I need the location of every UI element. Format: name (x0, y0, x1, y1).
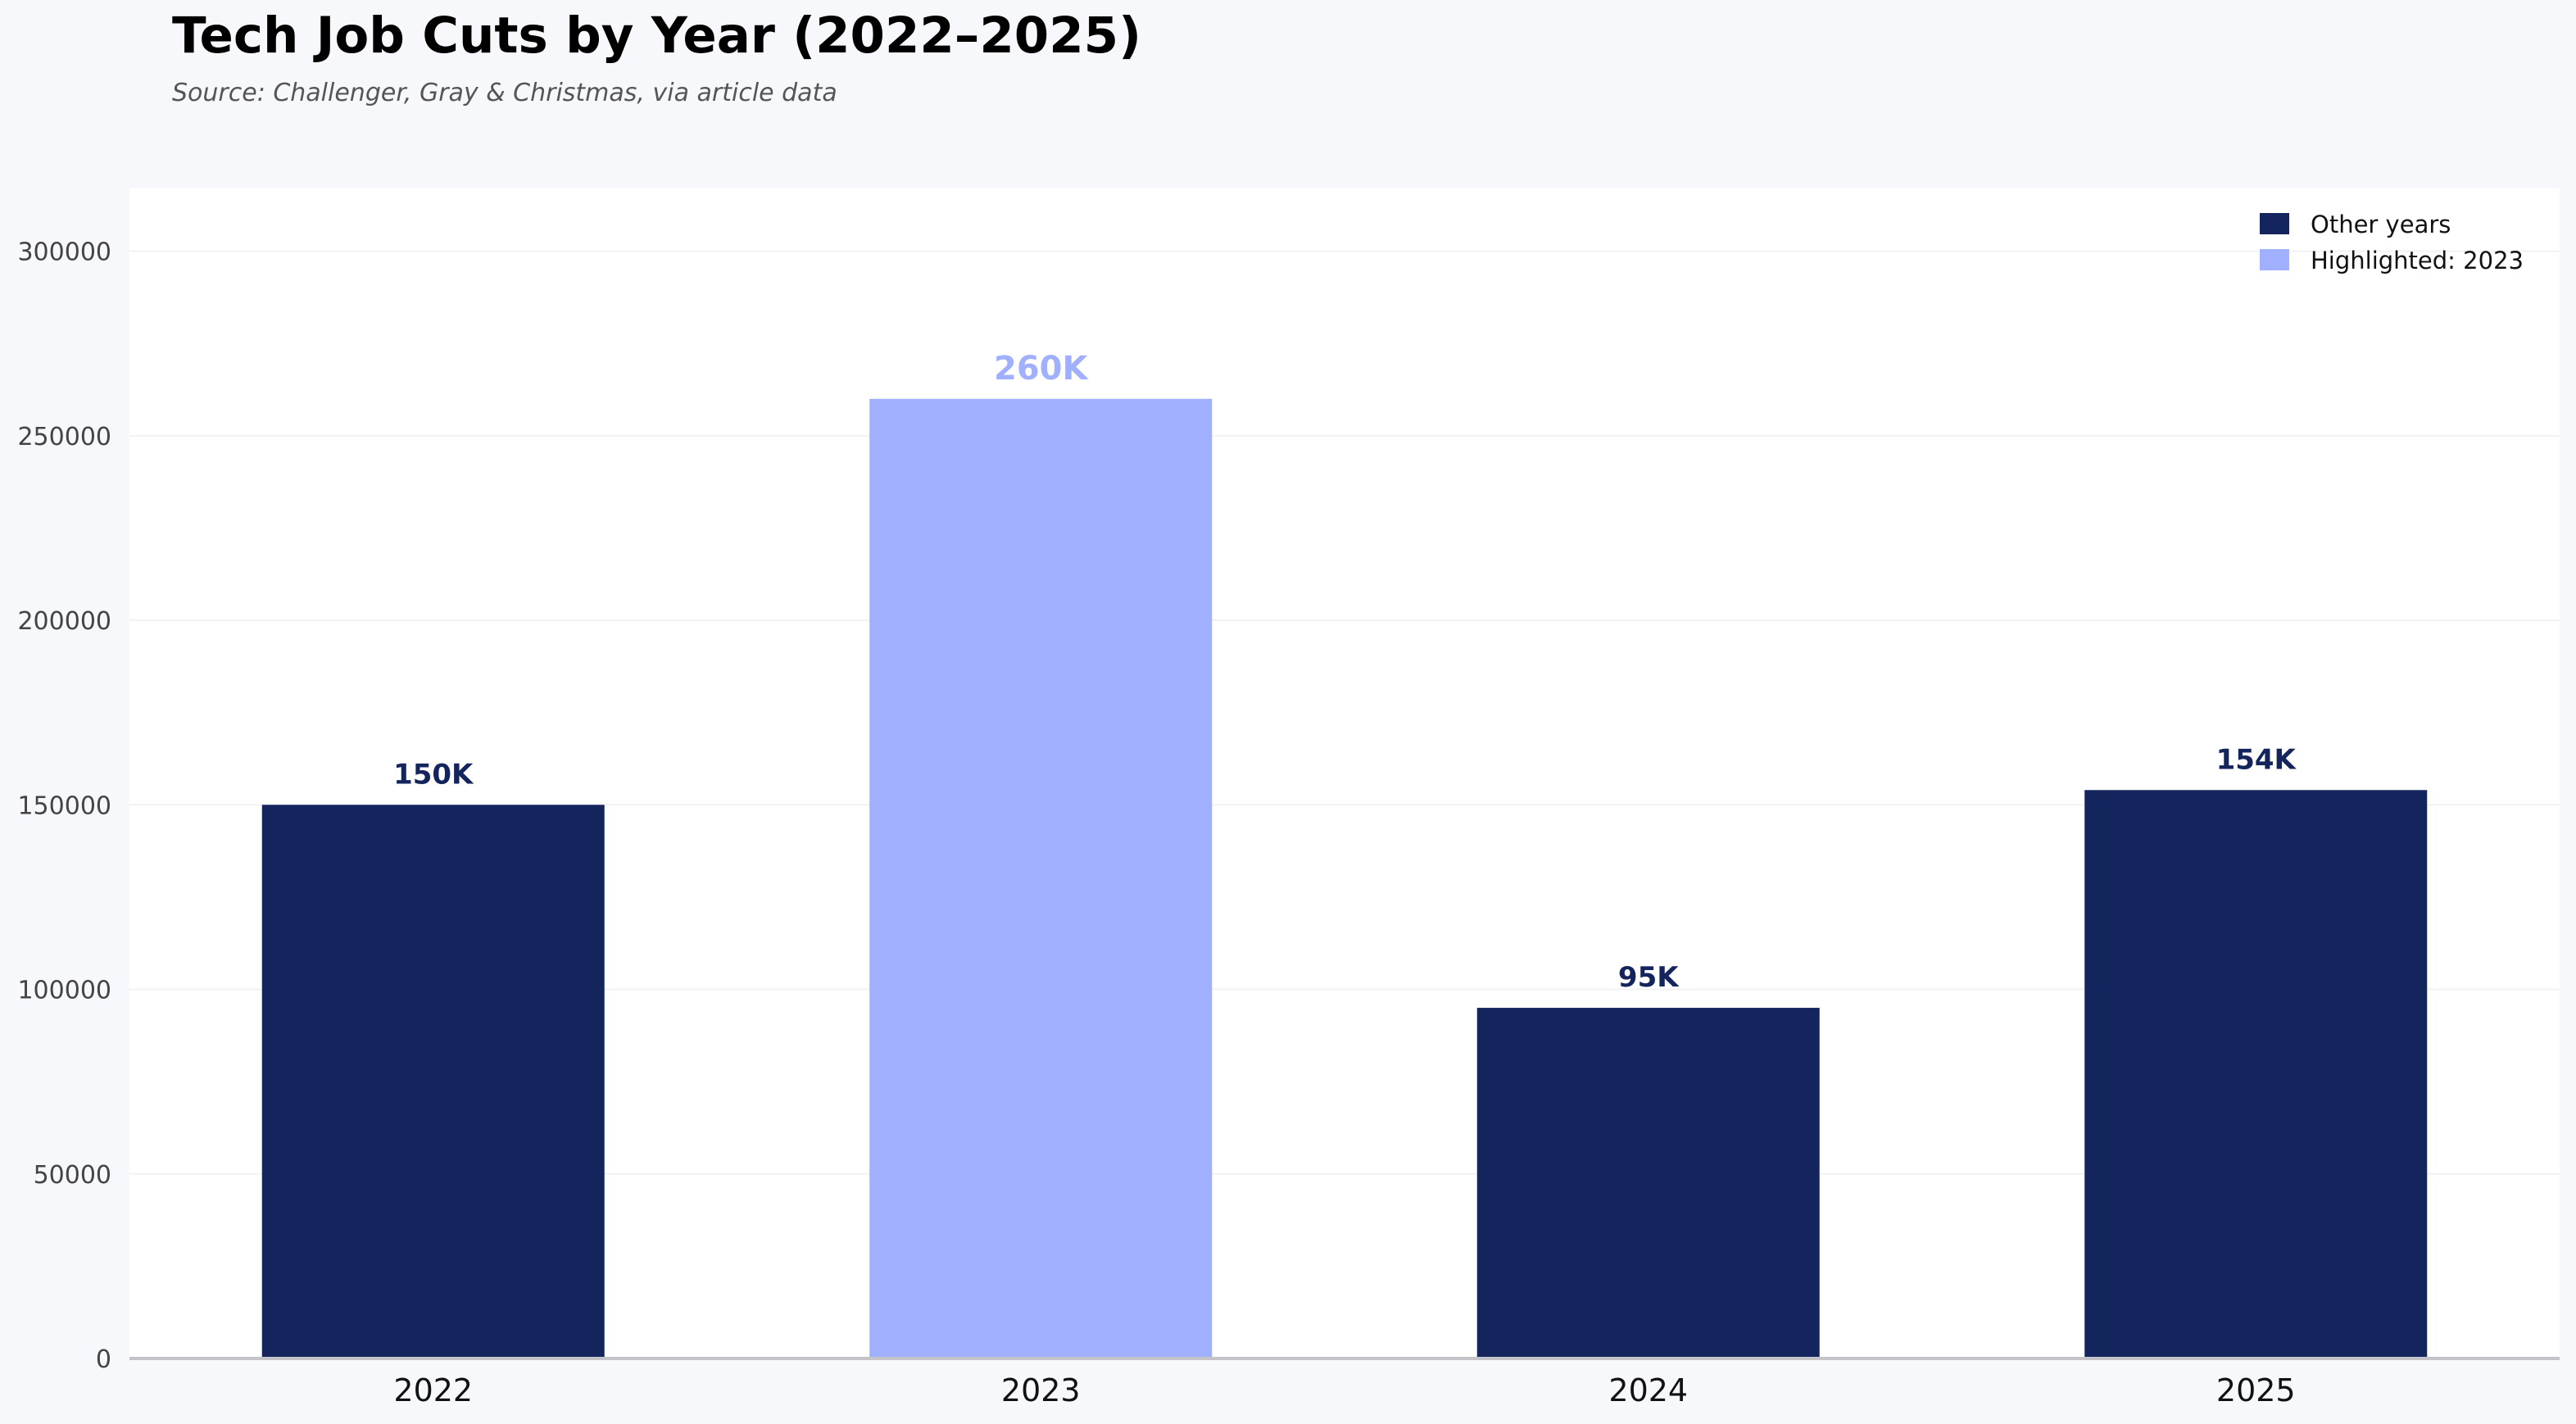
y-tick-label: 0 (96, 1345, 111, 1374)
data-label-2022: 150K (393, 758, 474, 791)
data-label-2023: 260K (994, 350, 1089, 388)
y-tick-label: 100000 (17, 977, 111, 1005)
bar-2022[interactable] (261, 805, 605, 1358)
bar-2025[interactable] (2084, 790, 2428, 1358)
chart-subtitle: Source: Challenger, Gray & Christmas, vi… (172, 79, 837, 107)
x-tick-label-2023: 2023 (1001, 1372, 1081, 1408)
y-tick-label: 300000 (17, 238, 111, 267)
data-label-2025: 154K (2216, 743, 2297, 776)
y-tick-label: 250000 (17, 423, 111, 451)
x-tick-label-2022: 2022 (393, 1372, 473, 1408)
y-tick-label: 50000 (34, 1161, 111, 1190)
legend-label-1: Highlighted: 2023 (2311, 247, 2524, 274)
data-label-2024: 95K (1618, 961, 1680, 994)
bar-2023[interactable] (869, 398, 1213, 1358)
x-tick-label-2024: 2024 (1608, 1372, 1688, 1408)
y-tick-label: 200000 (17, 607, 111, 636)
legend-label-0: Other years (2311, 211, 2451, 238)
legend-swatch-0 (2260, 213, 2289, 234)
bar-2024[interactable] (1476, 1008, 1820, 1358)
legend: Other years Highlighted: 2023 (2260, 211, 2524, 274)
x-tick-label-2025: 2025 (2216, 1372, 2296, 1408)
y-tick-label: 150000 (17, 791, 111, 820)
legend-swatch-1 (2260, 249, 2289, 270)
chart-title: Tech Job Cuts by Year (2022–2025) (172, 7, 1142, 65)
